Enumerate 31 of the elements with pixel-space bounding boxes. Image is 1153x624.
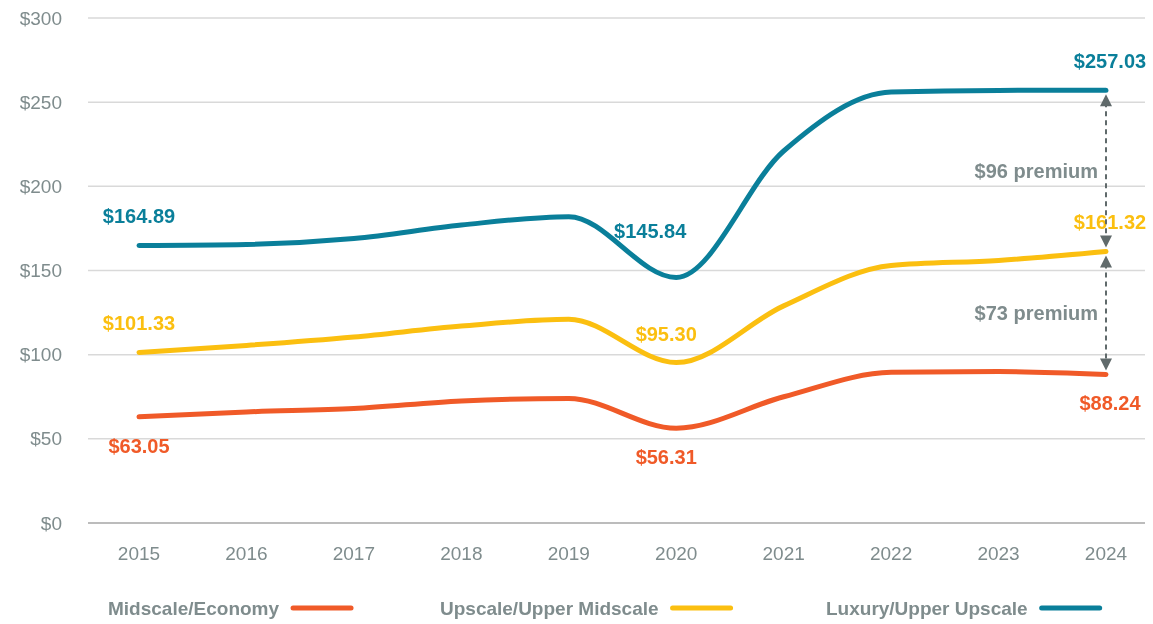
x-tick-label: 2021 [762, 543, 805, 564]
x-tick-label: 2023 [977, 543, 1020, 564]
x-tick-label: 2024 [1084, 543, 1128, 564]
legend-label: Midscale/Economy [108, 597, 280, 619]
y-tick-label: $150 [19, 260, 62, 282]
data-label: $145.84 [614, 219, 688, 242]
y-tick-label: $50 [30, 428, 62, 450]
annotation: $73 premium [974, 301, 1098, 324]
y-tick-label: $0 [40, 512, 62, 534]
data-label: $164.89 [102, 205, 176, 228]
data-label: $56.31 [635, 446, 697, 469]
legend-label: Upscale/Upper Midscale [440, 597, 659, 619]
x-tick-label: 2020 [655, 543, 698, 564]
x-tick-label: 2022 [869, 543, 913, 564]
legend-label: Luxury/Upper Upscale [826, 597, 1028, 619]
x-tick-label: 2017 [332, 543, 376, 564]
data-label: $95.30 [635, 322, 697, 345]
x-tick-label: 2015 [117, 543, 161, 564]
x-tick-label: 2018 [440, 543, 483, 564]
x-tick-label: 2016 [225, 543, 268, 564]
data-label: $161.32 [1073, 211, 1147, 234]
x-tick-label: 2019 [547, 543, 590, 564]
y-tick-label: $100 [19, 344, 62, 366]
data-label: $257.03 [1073, 50, 1147, 73]
y-tick-label: $300 [19, 7, 62, 29]
y-tick-label: $250 [19, 91, 62, 113]
data-label: $88.24 [1079, 392, 1142, 415]
data-label: $101.33 [102, 312, 176, 335]
annotation: $96 premium [974, 159, 1098, 182]
data-label: $63.05 [108, 434, 170, 457]
y-tick-label: $200 [19, 175, 62, 197]
